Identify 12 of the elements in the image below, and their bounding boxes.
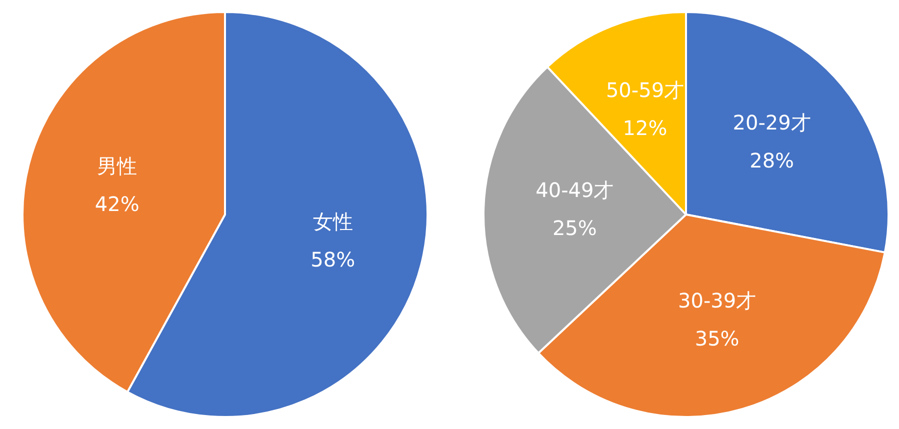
slice-label: 男性 — [97, 154, 138, 178]
slice-label: 30-39才 — [678, 288, 756, 313]
data-label: 58% — [310, 247, 356, 272]
slice-label: 50-59才 — [606, 78, 684, 102]
slice-label: 20-29才 — [732, 110, 811, 135]
data-label: 35% — [694, 326, 740, 351]
data-label: 25% — [552, 216, 597, 240]
slice-label: 女性 — [312, 209, 353, 234]
data-label: 12% — [622, 116, 668, 140]
slice-label: 40-49才 — [536, 178, 614, 202]
data-label: 28% — [750, 148, 794, 173]
data-label: 42% — [94, 192, 140, 216]
